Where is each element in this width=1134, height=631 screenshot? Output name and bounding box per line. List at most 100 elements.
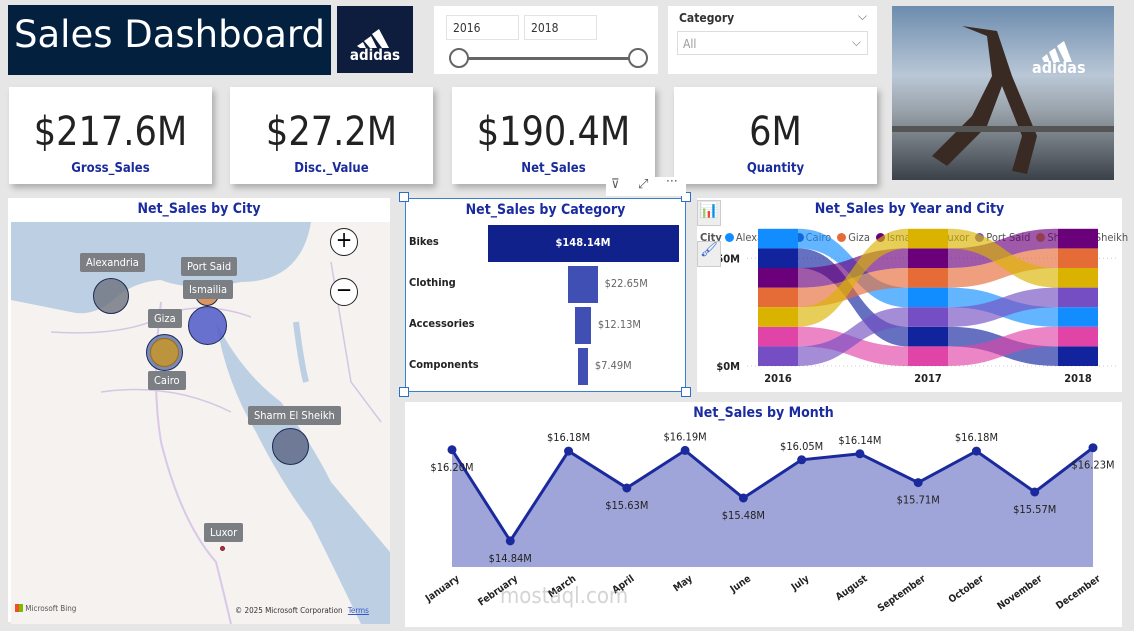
x-tick-label: 2018 — [1064, 372, 1092, 385]
category-bar[interactable] — [575, 307, 591, 344]
data-point — [855, 449, 865, 459]
legend-dot-icon — [837, 233, 847, 242]
category-slicer: Category ⌵ All ⌵ — [668, 6, 877, 74]
column-segment — [1058, 346, 1098, 366]
data-point — [971, 446, 981, 456]
category-label: Components — [409, 358, 479, 371]
bubble-sharm-el-sheikh[interactable] — [272, 428, 309, 465]
category-bar[interactable] — [578, 348, 588, 385]
chevron-down-icon: ⌵ — [851, 35, 861, 49]
slider-end-handle[interactable] — [628, 48, 648, 68]
filter-icon[interactable]: ⊽ — [611, 177, 620, 192]
column-segment — [758, 346, 798, 366]
column-segment — [758, 248, 798, 268]
zoom-out-button[interactable]: − — [330, 278, 358, 306]
x-tick-label: August — [834, 573, 870, 603]
column-segment — [908, 326, 948, 347]
category-label: Accessories — [409, 317, 475, 330]
zoom-in-button[interactable]: + — [330, 228, 358, 256]
x-tick-label: September — [876, 573, 928, 614]
x-tick-label: June — [728, 573, 753, 595]
data-label: $12.13M — [597, 318, 641, 331]
column-segment — [758, 307, 798, 327]
map-label: Cairo — [148, 371, 186, 390]
map-geography — [11, 222, 390, 624]
focus-mode-icon[interactable]: ⤢ — [638, 177, 649, 192]
resize-handle[interactable] — [399, 387, 409, 397]
resize-handle[interactable] — [399, 192, 409, 202]
category-label: Category — [679, 11, 735, 25]
bubble-luxor[interactable] — [220, 546, 225, 551]
data-point — [738, 493, 748, 503]
column-segment — [908, 268, 948, 288]
month-chart-title: Net_Sales by Month — [693, 405, 834, 421]
category-chart[interactable]: Net_Sales by Category Bikes $148.14M Cloth… — [405, 198, 686, 392]
slider-track — [459, 57, 638, 60]
x-tick-label: July — [789, 573, 812, 593]
chevron-down-icon[interactable]: ⌵ — [857, 9, 867, 23]
kpi-value: $190.4M — [476, 109, 631, 155]
kpi-label: Gross_Sales — [71, 161, 150, 176]
slider-start-handle[interactable] — [449, 48, 469, 68]
data-point — [797, 455, 807, 465]
dashboard-title: Sales Dashboard — [8, 5, 331, 75]
data-point — [622, 483, 632, 493]
legend-dot-icon — [724, 233, 734, 242]
kpi-quantity: 6M Quantity — [674, 87, 877, 184]
category-label: Clothing — [409, 276, 456, 289]
map-label: Ismailia — [183, 280, 234, 299]
category-dropdown[interactable]: All ⌵ — [677, 31, 868, 55]
more-options-icon[interactable]: ⋯ — [666, 174, 678, 189]
column-segment — [1058, 228, 1098, 249]
column-segment — [908, 307, 948, 327]
visual-header: ⊽ ⤢ ⋯ — [606, 174, 686, 196]
athlete-photo: adidas — [892, 6, 1114, 180]
data-label: $16.19M — [664, 430, 707, 443]
year-city-title: Net_Sales by Year and City — [814, 201, 1005, 217]
legend-item[interactable]: Giza — [837, 231, 873, 244]
x-tick-label: 2017 — [914, 372, 942, 385]
year-slicer: 2016 2018 — [434, 6, 658, 74]
map-label: Alexandria — [80, 253, 145, 272]
bubble-alexandria[interactable] — [93, 278, 129, 314]
ribbon-sharm-el-sheikh — [948, 228, 1058, 288]
start-year-input[interactable]: 2016 — [446, 15, 519, 40]
legend-title: City — [700, 231, 722, 244]
data-label: $16.05M — [780, 440, 823, 453]
kpi-label: Quantity — [746, 161, 805, 176]
data-label: $16.14M — [838, 434, 881, 447]
map-title: Net_Sales by City — [137, 201, 261, 217]
ribbon-giza — [798, 268, 908, 308]
category-bar[interactable] — [568, 266, 598, 303]
category-bar[interactable] — [487, 225, 679, 262]
chart-type-icon[interactable]: 📊 — [697, 200, 721, 226]
adidas-logo: adidas — [337, 6, 413, 73]
map-label: Port Said — [181, 257, 238, 276]
category-label: Bikes — [409, 235, 439, 248]
ribbon-luxor — [948, 326, 1058, 366]
resize-handle[interactable] — [681, 387, 691, 397]
category-value: All — [683, 37, 697, 51]
bubble-giza[interactable] — [150, 338, 179, 367]
month-chart: Net_Sales by Month $16.20M January $14.84M… — [405, 402, 1122, 627]
terms-link[interactable]: Terms — [347, 606, 369, 615]
column-segment — [758, 287, 798, 308]
data-point — [913, 478, 923, 488]
bubble-ismailia[interactable] — [188, 306, 227, 345]
line-series — [450, 446, 1094, 544]
data-label: $16.20M — [430, 461, 473, 474]
kpi-value: $217.6M — [33, 109, 188, 155]
end-year-input[interactable]: 2018 — [524, 15, 597, 40]
kpi-gross-sales: $217.6M Gross_Sales — [9, 87, 212, 184]
kpi-label: Net_Sales — [521, 161, 586, 176]
ribbon-port-said — [798, 307, 908, 366]
bing-attribution: Microsoft Bing — [15, 604, 76, 613]
column-segment — [1058, 307, 1098, 327]
resize-handle[interactable] — [681, 192, 691, 202]
column-segment — [908, 248, 948, 268]
format-brush-icon[interactable]: 🖌 — [697, 241, 721, 267]
month-plot: $16.20MJanuary$14.84MFebruary$16.18MMarc… — [423, 430, 1115, 614]
year-city-chart: Net_Sales by Year and City CityAlexandri… — [697, 198, 1128, 392]
copyright-text: © 2025 Microsoft Corporation — [235, 606, 343, 615]
